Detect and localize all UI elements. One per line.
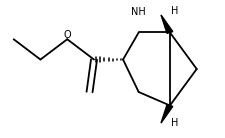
Text: O: O (63, 30, 71, 40)
Polygon shape (160, 105, 172, 123)
Text: H: H (170, 6, 177, 16)
Polygon shape (160, 15, 172, 33)
Text: NH: NH (131, 7, 145, 17)
Text: H: H (170, 118, 177, 128)
